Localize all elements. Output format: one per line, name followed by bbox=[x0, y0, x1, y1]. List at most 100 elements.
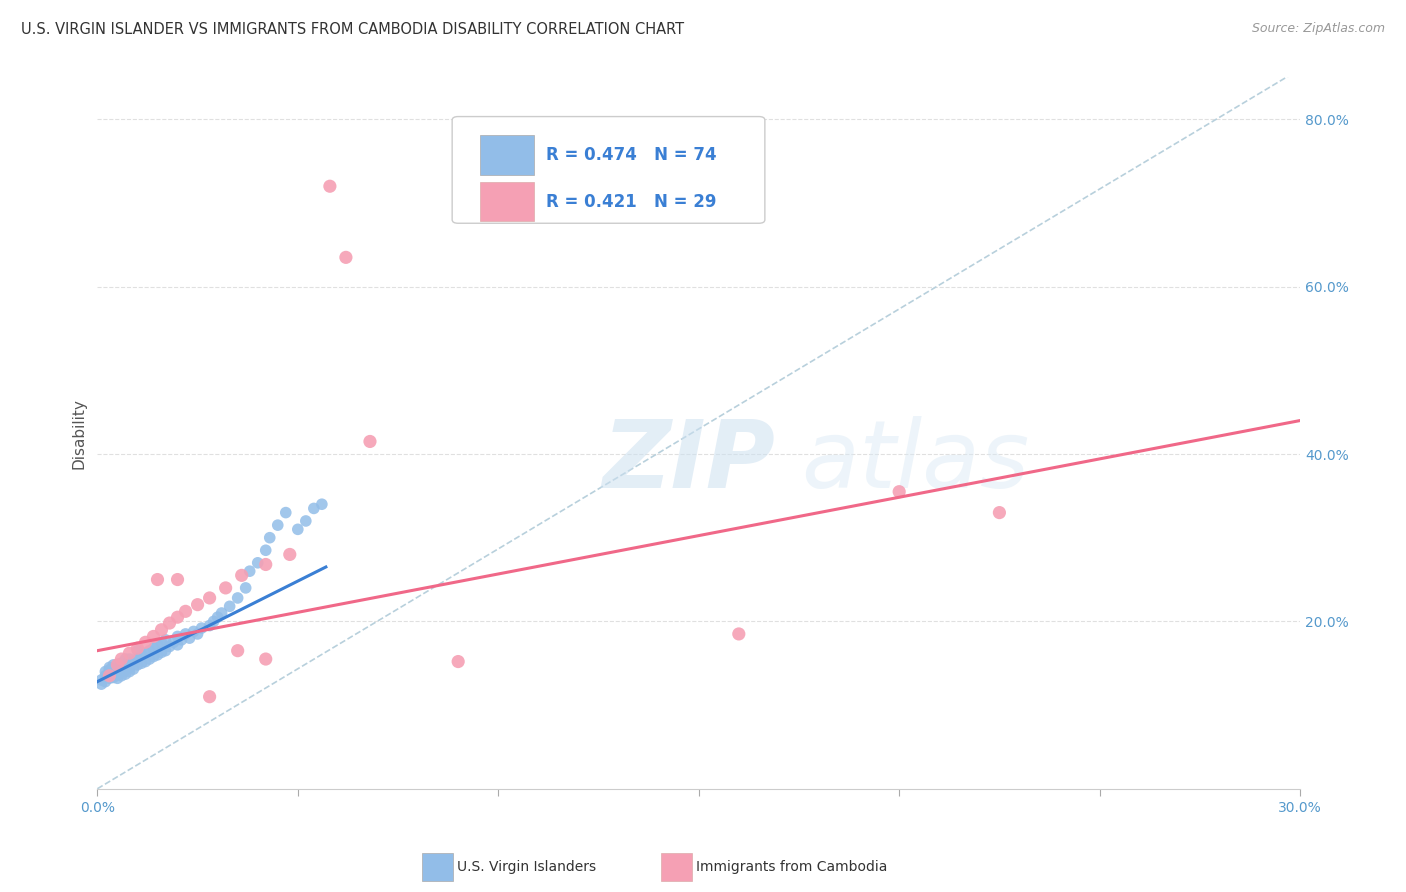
Point bbox=[183, 624, 205, 639]
Point bbox=[254, 543, 277, 558]
Text: R = 0.421   N = 29: R = 0.421 N = 29 bbox=[546, 193, 717, 211]
Point bbox=[127, 641, 149, 656]
Point bbox=[105, 671, 128, 685]
Point bbox=[214, 581, 236, 595]
Point bbox=[359, 434, 381, 449]
Point bbox=[174, 627, 197, 641]
Point bbox=[103, 669, 125, 683]
Text: R = 0.474   N = 74: R = 0.474 N = 74 bbox=[546, 146, 717, 164]
Point bbox=[155, 643, 177, 657]
Point bbox=[105, 657, 128, 672]
Point bbox=[335, 251, 357, 265]
Point bbox=[138, 652, 160, 666]
Point bbox=[159, 615, 181, 630]
Point bbox=[127, 643, 149, 657]
Point bbox=[166, 610, 188, 624]
Point bbox=[110, 657, 132, 671]
Point bbox=[179, 631, 201, 645]
Point bbox=[90, 677, 112, 691]
Text: Source: ZipAtlas.com: Source: ZipAtlas.com bbox=[1251, 22, 1385, 36]
Point bbox=[162, 635, 184, 649]
Point bbox=[267, 518, 290, 533]
Point bbox=[146, 648, 169, 662]
Point bbox=[142, 649, 165, 664]
Point bbox=[988, 506, 1011, 520]
Point bbox=[278, 548, 301, 562]
Point bbox=[142, 630, 165, 644]
Point bbox=[118, 646, 141, 660]
Point bbox=[110, 669, 132, 683]
Point bbox=[105, 659, 128, 673]
Point bbox=[103, 666, 125, 681]
Point bbox=[319, 179, 342, 194]
Text: Immigrants from Cambodia: Immigrants from Cambodia bbox=[696, 860, 887, 874]
Point bbox=[110, 652, 132, 666]
Point bbox=[207, 610, 229, 624]
Point bbox=[90, 673, 112, 687]
Text: ZIP: ZIP bbox=[603, 416, 775, 508]
Point bbox=[134, 635, 156, 649]
Point bbox=[122, 662, 145, 676]
Point bbox=[190, 621, 212, 635]
Point bbox=[198, 591, 221, 605]
Point bbox=[155, 632, 177, 647]
Point bbox=[103, 662, 125, 676]
Point bbox=[103, 670, 125, 684]
Point bbox=[114, 652, 136, 666]
Point bbox=[211, 606, 233, 620]
Point bbox=[134, 646, 156, 660]
Point bbox=[134, 655, 156, 669]
Point bbox=[166, 638, 188, 652]
Point bbox=[150, 623, 173, 637]
Point bbox=[889, 484, 911, 499]
Point bbox=[226, 643, 249, 657]
Point bbox=[170, 632, 193, 647]
Point bbox=[226, 591, 249, 605]
Point bbox=[254, 652, 277, 666]
Point bbox=[118, 652, 141, 666]
Text: U.S. Virgin Islanders: U.S. Virgin Islanders bbox=[457, 860, 596, 874]
Point bbox=[114, 657, 136, 672]
Point bbox=[131, 657, 153, 671]
Text: U.S. VIRGIN ISLANDER VS IMMIGRANTS FROM CAMBODIA DISABILITY CORRELATION CHART: U.S. VIRGIN ISLANDER VS IMMIGRANTS FROM … bbox=[21, 22, 685, 37]
Point bbox=[98, 669, 121, 683]
Point bbox=[131, 648, 153, 662]
Point bbox=[103, 657, 125, 672]
Point bbox=[150, 635, 173, 649]
Point bbox=[146, 573, 169, 587]
Point bbox=[239, 564, 262, 578]
Point bbox=[259, 531, 281, 545]
Bar bbox=[479, 182, 534, 221]
Text: atlas: atlas bbox=[801, 416, 1029, 507]
Point bbox=[146, 638, 169, 652]
Point bbox=[98, 671, 121, 685]
FancyBboxPatch shape bbox=[453, 117, 765, 223]
Point bbox=[98, 666, 121, 681]
Point bbox=[166, 630, 188, 644]
Point bbox=[105, 668, 128, 682]
Point bbox=[254, 558, 277, 572]
Point bbox=[94, 665, 117, 679]
Point bbox=[150, 645, 173, 659]
Point bbox=[287, 522, 309, 536]
Point bbox=[198, 690, 221, 704]
Point bbox=[118, 660, 141, 674]
Point bbox=[202, 615, 225, 629]
Point bbox=[198, 618, 221, 632]
Point bbox=[166, 573, 188, 587]
Point bbox=[114, 663, 136, 677]
Point bbox=[187, 627, 209, 641]
Point bbox=[447, 655, 470, 669]
Point bbox=[94, 669, 117, 683]
Point bbox=[295, 514, 318, 528]
Point bbox=[142, 641, 165, 656]
Point bbox=[122, 655, 145, 669]
Point bbox=[105, 664, 128, 678]
Y-axis label: Disability: Disability bbox=[72, 398, 86, 468]
Point bbox=[727, 627, 749, 641]
Point bbox=[127, 657, 149, 672]
Point bbox=[159, 640, 181, 654]
Point bbox=[246, 556, 269, 570]
Point bbox=[231, 568, 253, 582]
Point bbox=[98, 663, 121, 677]
